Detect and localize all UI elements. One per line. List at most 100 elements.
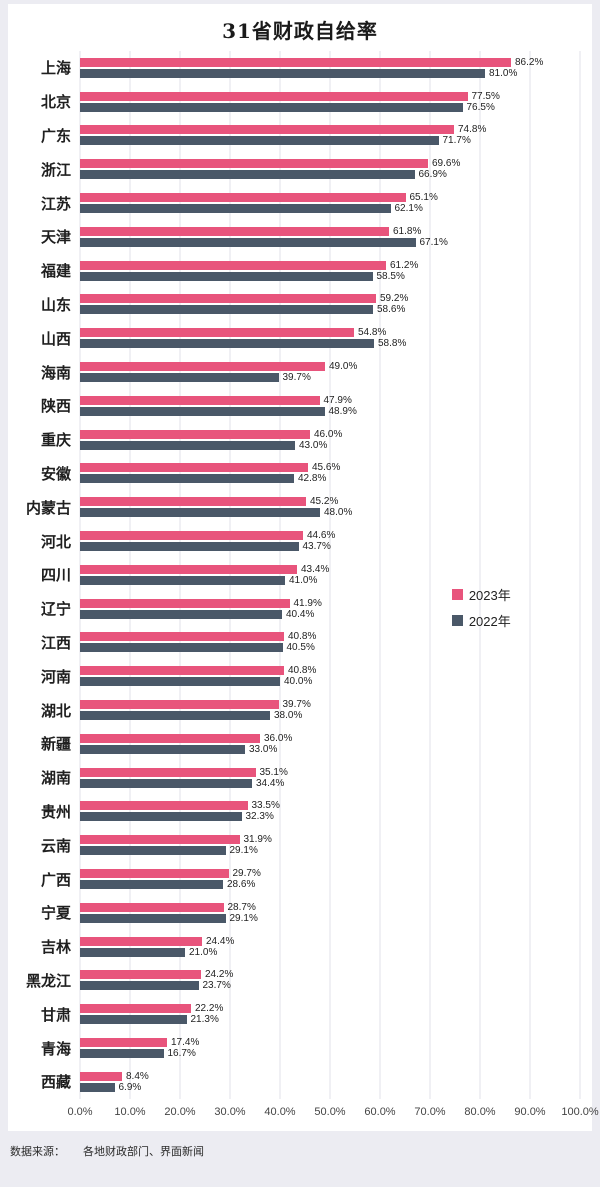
category-label: 广东 (40, 127, 71, 145)
bar-line: 43.4% (80, 564, 580, 574)
value-label: 62.1% (394, 203, 423, 215)
value-label: 32.3% (245, 811, 274, 823)
bar-group: 59.2% 58.6% (80, 294, 580, 315)
gridline (329, 51, 331, 1099)
bar-group: 36.0% 33.0% (80, 732, 580, 754)
bar-line: 43.7% (80, 542, 580, 552)
bar-2023年 (80, 328, 354, 338)
value-label: 54.8% (358, 327, 387, 339)
bar-2022年 (80, 68, 485, 78)
bar-line: 32.3% (80, 811, 580, 823)
value-label: 77.5% (471, 90, 500, 102)
bar-line: 36.0% (80, 732, 580, 744)
bar-group: 24.4% 21.0% (80, 936, 580, 957)
category-label: 山东 (40, 296, 71, 314)
bar-group: 77.5% 76.5% (80, 90, 580, 112)
bar-line: 38.0% (80, 711, 580, 721)
bar-row: 湖南 35.1% 34.4% (8, 761, 592, 795)
bar-line: 48.0% (80, 508, 580, 518)
bar-group: 8.4% 6.9% (80, 1071, 580, 1092)
value-label: 40.5% (286, 642, 315, 654)
bar-row: 河北 44.6% 43.7% (8, 524, 592, 558)
bar-2023年 (80, 902, 224, 912)
value-label: 49.0% (329, 361, 358, 373)
legend-label: 2022年 (468, 614, 511, 630)
bar-line: 35.1% (80, 766, 580, 778)
bar-2022年 (80, 406, 325, 416)
value-label: 22.2% (195, 1003, 224, 1015)
bar-row: 山西 54.8% 58.8% (8, 321, 592, 355)
bar-line: 62.1% (80, 203, 580, 215)
bar-group: 40.8% 40.0% (80, 665, 580, 687)
bar-line: 86.2% (80, 57, 580, 67)
value-label: 43.0% (299, 439, 328, 451)
x-tick-label: 90.0% (514, 1105, 546, 1118)
bar-line: 81.0% (80, 67, 580, 79)
bar-line: 40.0% (80, 677, 580, 687)
bar-line: 23.7% (80, 981, 580, 991)
value-label: 17.4% (171, 1037, 200, 1048)
value-label: 36.0% (264, 732, 293, 744)
category-label: 河南 (40, 668, 71, 686)
bar-line: 59.2% (80, 294, 580, 304)
category-label: 西藏 (40, 1074, 71, 1092)
bar-line: 17.4% (80, 1037, 580, 1048)
value-label: 39.7% (282, 372, 311, 384)
bar-group: 65.1% 62.1% (80, 193, 580, 215)
source-label: 数据来源： (10, 1145, 65, 1158)
value-label: 40.8% (288, 631, 317, 643)
bar-line: 6.9% (80, 1082, 580, 1092)
bar-row: 内蒙古 45.2% 48.0% (8, 490, 592, 524)
bar-2022年 (80, 913, 226, 923)
bar-line: 71.7% (80, 136, 580, 146)
value-label: 44.6% (307, 530, 336, 542)
plot-area: 上海 86.2% 81.0% 北京 77.5% 76.5% 广东 74.8% 71.7% 浙江 69… (8, 51, 592, 1099)
bar-2023年 (80, 936, 202, 946)
bar-2022年 (80, 744, 245, 754)
value-label: 39.7% (282, 699, 311, 711)
bar-2022年 (80, 542, 299, 552)
value-label: 28.6% (227, 879, 256, 891)
value-label: 41.9% (293, 597, 322, 609)
bar-2022年 (80, 271, 373, 281)
gridline (429, 51, 431, 1099)
bar-2023年 (80, 733, 260, 743)
bar-row: 浙江 69.6% 66.9% (8, 152, 592, 186)
bar-2022年 (80, 575, 285, 585)
bar-2022年 (80, 1082, 115, 1092)
bar-line: 40.4% (80, 609, 580, 619)
bar-row: 江苏 65.1% 62.1% (8, 186, 592, 220)
bar-line: 43.0% (80, 439, 580, 451)
bar-group: 86.2% 81.0% (80, 57, 580, 79)
chart-title: 31省财政自给率 (222, 19, 378, 43)
gridline (129, 51, 131, 1099)
bar-group: 35.1% 34.4% (80, 766, 580, 788)
bar-line: 69.6% (80, 159, 580, 169)
bar-line: 58.8% (80, 339, 580, 349)
bar-group: 39.7% 38.0% (80, 699, 580, 721)
bar-line: 34.4% (80, 778, 580, 788)
value-label: 35.1% (259, 766, 288, 778)
bar-2023年 (80, 1038, 167, 1047)
value-label: 46.0% (314, 428, 343, 440)
bar-row: 河南 40.8% 40.0% (8, 659, 592, 693)
value-label: 21.3% (190, 1014, 219, 1026)
value-label: 81.0% (489, 67, 518, 79)
bar-line: 46.0% (80, 428, 580, 440)
bar-row: 海南 49.0% 39.7% (8, 355, 592, 389)
bar-line: 33.0% (80, 744, 580, 754)
bar-2022年 (80, 947, 185, 957)
value-label: 40.8% (288, 665, 317, 677)
category-label: 贵州 (40, 803, 71, 821)
bar-group: 45.6% 42.8% (80, 463, 580, 484)
bar-2023年 (80, 294, 376, 304)
bar-2022年 (80, 778, 252, 788)
value-label: 45.2% (310, 496, 339, 508)
value-label: 58.5% (376, 270, 405, 282)
category-label: 辽宁 (40, 601, 71, 619)
bar-2023年 (80, 767, 256, 777)
chart-page: 31省财政自给率 上海 86.2% 81.0% 北京 77.5% 76.5% 广东 74.8%… (0, 4, 600, 1187)
bar-group: 49.0% 39.7% (80, 361, 580, 384)
bar-2023年 (80, 497, 306, 507)
chart-card: 31省财政自给率 上海 86.2% 81.0% 北京 77.5% 76.5% 广东 74.8%… (8, 4, 599, 1131)
